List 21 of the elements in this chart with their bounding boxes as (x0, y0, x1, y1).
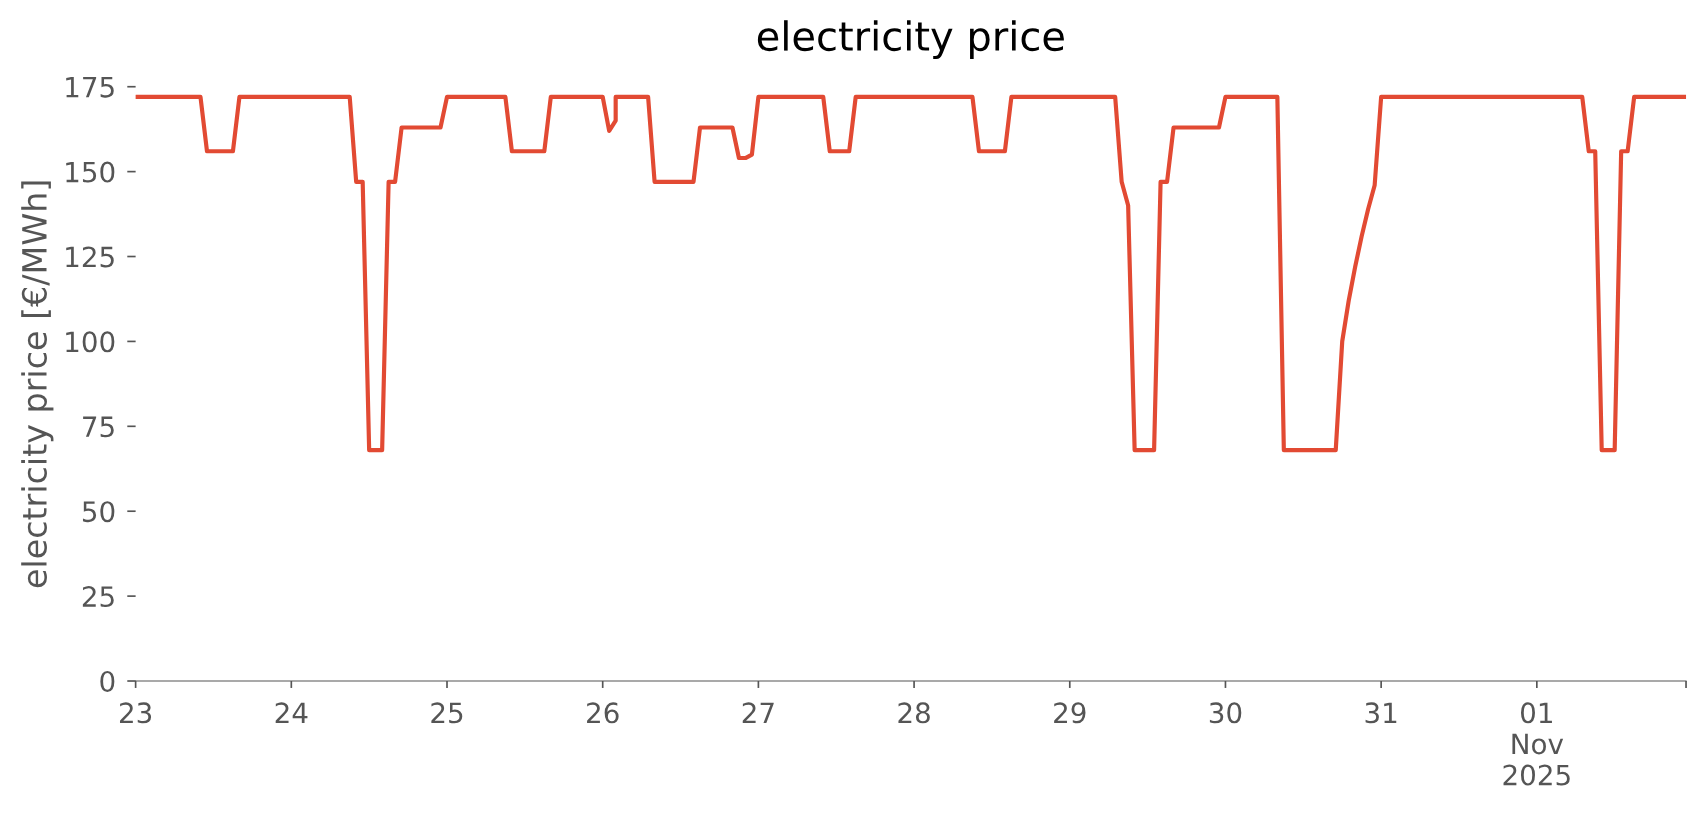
x-tick-label: 24 (275, 702, 308, 723)
y-axis-title: electricity price [€/MWh] (21, 181, 54, 588)
x-tick-label: 30 (1209, 702, 1242, 724)
y-tick-label: 50 (82, 501, 115, 523)
y-tick-label: 75 (83, 416, 114, 438)
y-tick-label: 125 (66, 246, 114, 268)
y-tick-label: 150 (66, 161, 115, 183)
y-tick-label: 100 (66, 331, 115, 353)
line-series (135, 94, 1687, 453)
y-tick-label: 25 (82, 586, 114, 608)
x-tick-label: 29 (1054, 702, 1086, 724)
chart-title: electricity price (757, 20, 1064, 59)
x-tick-label: 01 Nov 2025 (1503, 702, 1570, 786)
x-tick-label: 25 (431, 702, 463, 724)
x-tick-label: 26 (587, 702, 619, 724)
x-tick-label: 31 (1365, 702, 1397, 724)
x-tick-label: 23 (119, 702, 152, 724)
x-tick-label: 27 (742, 702, 774, 723)
y-tick-label: 175 (66, 77, 114, 98)
y-tick-label: 0 (100, 670, 115, 692)
x-tick-label: 28 (898, 702, 930, 724)
